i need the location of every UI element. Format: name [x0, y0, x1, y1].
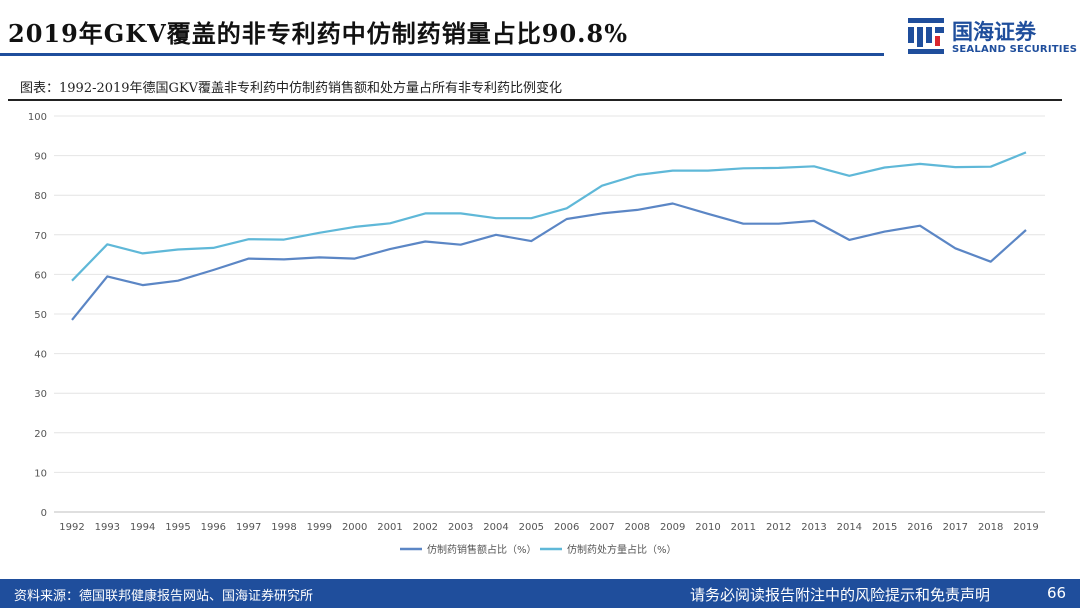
- y-tick-label: 50: [34, 310, 47, 321]
- x-tick-label: 1997: [236, 522, 261, 533]
- logo-name-cn: 国海证券: [952, 20, 1036, 44]
- x-tick-label: 2017: [943, 522, 968, 533]
- footer-bar: 资料来源：德国联邦健康报告网站、国海证券研究所 请务必阅读报告附注中的风险提示和…: [0, 579, 1080, 608]
- y-tick-label: 90: [34, 152, 47, 163]
- x-tick-label: 2015: [872, 522, 897, 533]
- x-tick-label: 2009: [660, 522, 685, 533]
- x-tick-label: 2008: [625, 522, 650, 533]
- x-tick-label: 1992: [59, 522, 84, 533]
- x-tick-label: 2018: [978, 522, 1003, 533]
- sealand-logo-icon: [908, 18, 944, 54]
- subtitle-underline: [8, 99, 1062, 101]
- source-note: 资料来源：德国联邦健康报告网站、国海证券研究所: [14, 589, 314, 604]
- chart-subtitle: 图表：1992-2019年德国GKV覆盖非专利药中仿制药销售额和处方量占所有非专…: [20, 81, 563, 96]
- y-tick-label: 40: [34, 350, 47, 361]
- x-tick-label: 2005: [519, 522, 544, 533]
- x-tick-label: 2013: [801, 522, 826, 533]
- x-tick-label: 1996: [201, 522, 226, 533]
- x-tick-label: 2004: [483, 522, 508, 533]
- x-tick-label: 2011: [731, 522, 756, 533]
- x-tick-label: 2003: [448, 522, 473, 533]
- x-tick-label: 2010: [695, 522, 720, 533]
- x-tick-label: 2016: [907, 522, 932, 533]
- series-line-2: [71, 151, 1027, 282]
- y-tick-label: 60: [34, 270, 47, 281]
- x-tick-label: 2019: [1013, 522, 1038, 533]
- x-tick-label: 2006: [554, 522, 579, 533]
- y-tick-label: 80: [34, 191, 47, 202]
- x-tick-label: 2000: [342, 522, 367, 533]
- legend-label-1: 仿制药销售额占比（%）: [427, 543, 537, 556]
- x-tick-label: 2001: [377, 522, 402, 533]
- y-tick-label: 20: [34, 429, 47, 440]
- logo-name-en: SEALAND SECURITIES: [952, 44, 1078, 55]
- y-tick-label: 100: [28, 112, 47, 123]
- legend-label-2: 仿制药处方量占比（%）: [567, 543, 677, 556]
- x-tick-label: 2012: [766, 522, 791, 533]
- y-tick-label: 10: [34, 468, 47, 479]
- line-chart: 0 10 20 30 40 50 60 70 80 90 100 1992 1993 1994 1995 19…: [28, 112, 1045, 556]
- disclaimer-text: 请务必阅读报告附注中的风险提示和免责声明: [690, 586, 991, 604]
- x-tick-label: 1994: [130, 522, 155, 533]
- y-tick-label: 30: [34, 389, 47, 400]
- series-line-1: [71, 202, 1027, 321]
- x-tick-label: 2014: [837, 522, 862, 533]
- x-tick-label: 2002: [413, 522, 438, 533]
- x-tick-label: 1995: [165, 522, 190, 533]
- page-title: 2019年GKV覆盖的非专利药中仿制药销量占比90.8%: [8, 19, 629, 48]
- company-logo: 国海证券 SEALAND SECURITIES: [906, 14, 1077, 60]
- page-number: 66: [1047, 584, 1067, 602]
- x-tick-label: 1998: [271, 522, 296, 533]
- x-tick-label: 1999: [307, 522, 332, 533]
- y-tick-label: 0: [41, 508, 47, 519]
- x-tick-label: 2007: [589, 522, 614, 533]
- x-tick-label: 1993: [95, 522, 120, 533]
- title-underline: [0, 53, 884, 56]
- y-tick-label: 70: [34, 231, 47, 242]
